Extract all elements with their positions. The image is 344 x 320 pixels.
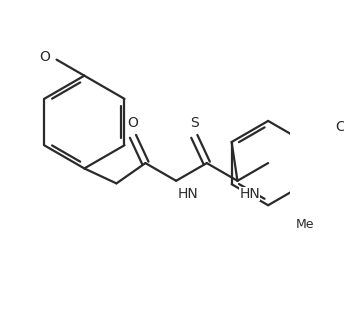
Text: Me: Me <box>295 218 314 231</box>
Text: Cl: Cl <box>335 120 344 134</box>
Text: O: O <box>128 116 138 130</box>
Text: S: S <box>190 116 199 130</box>
Text: HN: HN <box>178 187 198 201</box>
Text: O: O <box>39 50 50 64</box>
Text: HN: HN <box>239 187 260 201</box>
